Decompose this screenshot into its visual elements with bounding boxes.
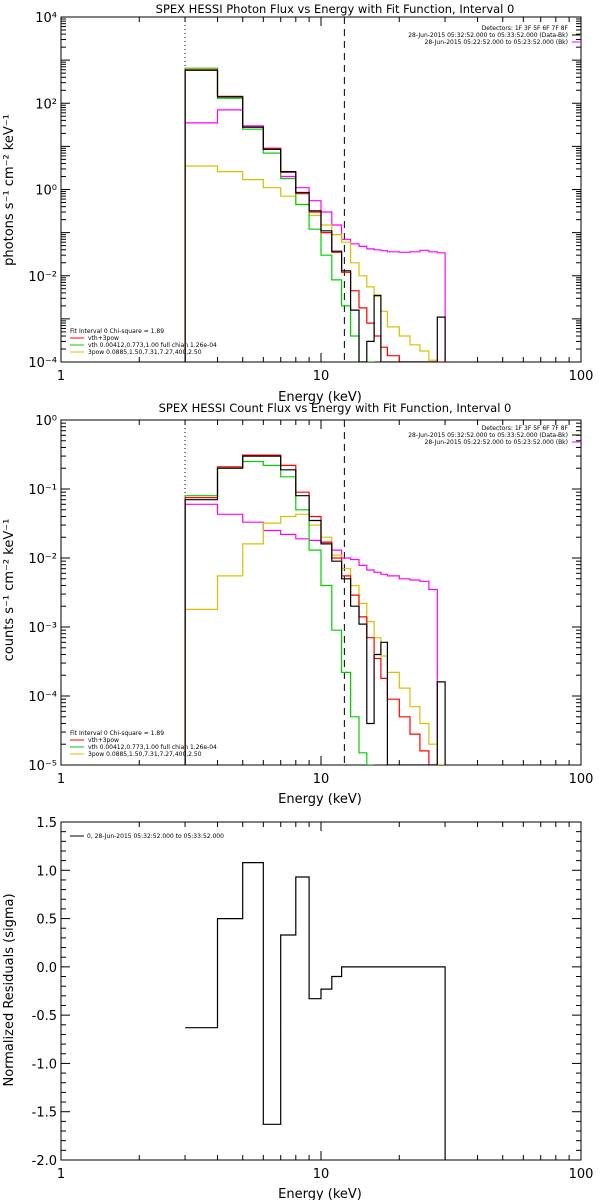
y-tick-label: 10² [35,97,57,112]
y-tick-label: 10⁻⁵ [28,759,57,774]
residuals-legend-entry: 0, 28-Jun-2015 05:32:52.000 to 05:33:52.… [87,833,224,840]
bk-series-line [184,109,446,362]
count-flux-xlabel: Energy (keV) [278,792,362,807]
data-series-line [184,455,446,765]
residuals-panel: Energy (keV) Normalized Residuals (sigma… [2,816,593,1200]
legend-bk-interval: 28-Jun-2015 05:22:52.000 to 05:23:52.000… [425,439,568,446]
photon-flux-title: SPEX HESSI Photon Flux vs Energy with Fi… [156,2,515,16]
axes-frame [60,419,582,766]
x-tick-label: 100 [569,369,594,384]
x-tick-label: 10 [313,1167,330,1182]
y-tick-label: 1.5 [36,816,57,831]
data-series-line [184,69,446,362]
legend-data-interval: 28-Jun-2015 05:32:52.000 to 05:33:52.000… [408,32,568,39]
photon-flux-fit-legend: Fit Interval 0 Chi-square = 1.89 vth+3po… [70,328,217,356]
total-series-line [184,454,438,765]
axes-frame [60,16,582,363]
data-series-line [185,862,446,1160]
y-tick-label: -1.5 [32,1106,57,1121]
y-tick-label: 0.0 [36,961,57,976]
y-tick-label: -0.5 [32,1009,57,1024]
photon-flux-xlabel: Energy (keV) [278,390,362,405]
photon-flux-ylabel: photons s⁻¹ cm⁻² keV⁻¹ [2,114,17,266]
legend-data-interval: 28-Jun-2015 05:32:52.000 to 05:33:52.000… [408,432,568,439]
count-flux-legend-info: Detectors: 1F 3F 5F 6F 7F 8F 28-Jun-2015… [408,425,568,446]
legend-detectors: Detectors: 1F 3F 5F 6F 7F 8F [482,425,569,432]
y-tick-label: 10⁻³ [28,621,57,636]
legend-fit-interval: Fit Interval 0 Chi-square = 1.89 [70,730,164,737]
legend-detectors: Detectors: 1F 3F 5F 6F 7F 8F [482,25,569,32]
bpow-series-line [184,165,446,362]
count-flux-title: SPEX HESSI Count Flux vs Energy with Fit… [159,401,512,415]
legend-3pow: 3pow 0.0885,1.50,7.31,7.27,400,2.50 [88,349,202,356]
x-tick-label: 100 [569,772,594,787]
y-tick-label: 10⁰ [35,184,57,199]
residuals-xlabel: Energy (keV) [278,1187,362,1200]
y-tick-label: -2.0 [32,1154,57,1169]
x-tick-label: 10 [313,369,330,384]
y-tick-label: 10⁰ [35,414,57,429]
y-tick-label: 0.5 [36,913,57,928]
vth-series-line [184,460,375,765]
x-tick-label: 10 [313,772,330,787]
y-tick-label: 10⁻¹ [28,483,57,498]
y-tick-label: 10⁻⁴ [28,356,57,371]
y-tick-label: 10⁻² [28,270,57,285]
y-tick-label: 1.0 [36,864,57,879]
residuals-ylabel: Normalized Residuals (sigma) [2,893,17,1086]
legend-vth: vth 0.00412,0.773,1.00 full chian 1.26e-… [88,744,217,751]
y-tick-label: -1.0 [32,1057,57,1072]
count-flux-panel: SPEX HESSI Count Flux vs Energy with Fit… [2,401,593,807]
x-tick-label: 1 [57,772,65,787]
x-tick-label: 1 [57,369,65,384]
legend-3pow: 3pow 0.0885,1.50,7.31,7.27,400,2.50 [88,751,202,758]
bpow-series-line [184,513,446,765]
x-tick-label: 100 [569,1167,594,1182]
y-tick-label: 10⁴ [35,11,57,26]
count-flux-fit-legend: Fit Interval 0 Chi-square = 1.89 vth+3po… [70,730,217,758]
x-tick-label: 1 [57,1167,65,1182]
count-flux-ylabel: counts s⁻¹ cm⁻² keV⁻¹ [2,519,17,662]
bk-series-line [184,503,446,765]
y-tick-label: 10⁻⁴ [28,690,57,705]
legend-vth-3pow: vth+3pow [88,335,119,342]
vth-series-line [184,67,375,362]
legend-vth-3pow: vth+3pow [88,737,119,744]
legend-fit-interval: Fit Interval 0 Chi-square = 1.89 [70,328,164,335]
legend-bk-interval: 28-Jun-2015 05:22:52.000 to 05:23:52.000… [425,39,568,46]
legend-vth: vth 0.00412,0.773,1.00 full chian 1.26e-… [88,342,217,349]
y-tick-label: 10⁻² [28,552,57,567]
photon-flux-panel: SPEX HESSI Photon Flux vs Energy with Fi… [2,2,593,405]
photon-flux-legend-info: Detectors: 1F 3F 5F 6F 7F 8F 28-Jun-2015… [408,25,568,46]
